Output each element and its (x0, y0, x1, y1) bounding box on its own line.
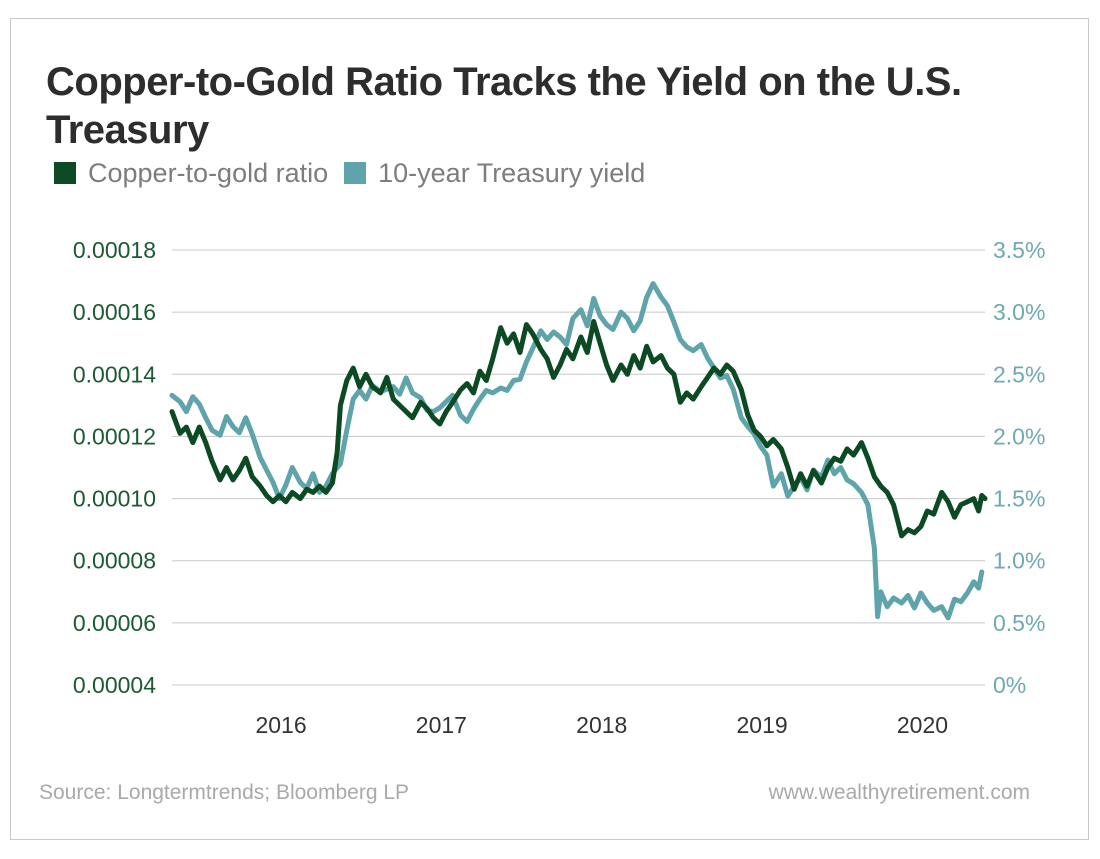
legend-label-treasury-yield: 10-year Treasury yield (378, 157, 646, 188)
right-axis-tick-label: 2.5% (993, 361, 1045, 387)
series-line-copper-gold (169, 319, 988, 539)
x-axis-tick-label: 2017 (416, 712, 467, 738)
right-y-axis: 3.5% 3.0% 2.5% 2.0% 1.5% 1.0% 0.5% 0% (993, 237, 1045, 698)
x-axis: 2016 2017 2018 2019 2020 (255, 712, 948, 738)
legend-swatch-copper-gold (54, 162, 76, 184)
right-axis-tick-label: 3.0% (993, 299, 1045, 325)
left-axis-tick-label: 0.00010 (73, 486, 156, 512)
right-axis-tick-label: 3.5% (993, 237, 1045, 263)
left-axis-tick-label: 0.00004 (73, 672, 156, 698)
right-axis-tick-label: 2.0% (993, 423, 1045, 449)
left-axis-tick-label: 0.00014 (73, 361, 156, 387)
x-axis-tick-label: 2016 (255, 712, 306, 738)
right-axis-tick-label: 0.5% (993, 610, 1045, 636)
left-axis-tick-label: 0.00006 (73, 610, 156, 636)
left-axis-tick-label: 0.00012 (73, 423, 156, 449)
x-axis-tick-label: 2019 (737, 712, 788, 738)
right-axis-tick-label: 0% (993, 672, 1026, 698)
chart-frame (10, 18, 1089, 840)
right-axis-tick-label: 1.5% (993, 486, 1045, 512)
left-y-axis: 0.00018 0.00016 0.00014 0.00012 0.00010 0.000… (73, 237, 156, 698)
series-lines (169, 281, 988, 621)
series-line-treasury-yield (169, 281, 985, 621)
x-axis-tick-label: 2018 (576, 712, 627, 738)
x-axis-tick-label: 2020 (897, 712, 948, 738)
website-note: www.wealthyretirement.com (768, 781, 1030, 804)
chart-title: Copper-to-Gold Ratio Tracks the Yield on… (46, 60, 962, 152)
legend-item-treasury-yield: 10-year Treasury yield (344, 158, 645, 189)
legend-item-copper-gold: Copper-to-gold ratio (54, 158, 328, 189)
left-axis-tick-label: 0.00008 (73, 548, 156, 574)
left-axis-tick-label: 0.00018 (73, 237, 156, 263)
legend-swatch-treasury-yield (344, 162, 367, 184)
source-note: Source: Longtermtrends; Bloomberg LP (39, 781, 410, 804)
chart-legend: Copper-to-gold ratio 10-year Treasury yi… (54, 156, 661, 190)
left-axis-tick-label: 0.00016 (73, 299, 156, 325)
legend-label-copper-gold: Copper-to-gold ratio (88, 157, 329, 188)
right-axis-tick-label: 1.0% (993, 548, 1045, 574)
